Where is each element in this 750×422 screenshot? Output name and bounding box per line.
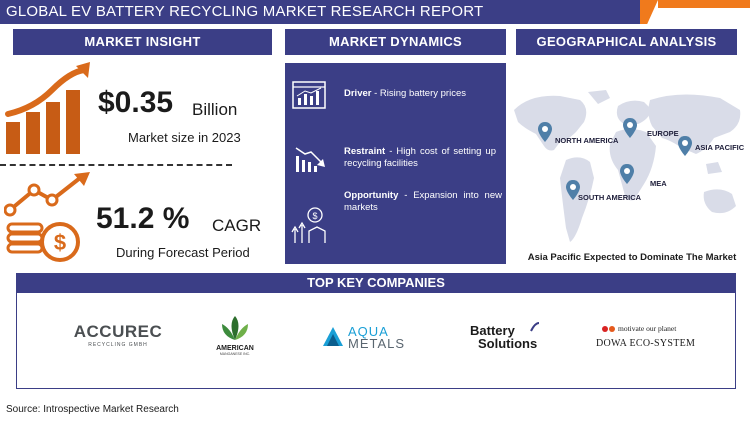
american-sub: MANGANESE INC. — [219, 352, 251, 356]
battery-swoosh-icon — [530, 322, 540, 332]
region-south-america: SOUTH AMERICA — [578, 193, 642, 202]
pin-icon-asia-pacific — [678, 136, 692, 156]
market-insight-header: MARKET INSIGHT — [13, 29, 272, 55]
logo-accurec: ACCUREC RECYCLING GMBH — [70, 322, 166, 348]
region-north-america: NORTH AMERICA — [555, 136, 619, 145]
american-leaf-icon — [222, 316, 248, 340]
region-europe: EUROPE — [647, 129, 679, 138]
dowa-tagline: motivate our planet — [618, 324, 677, 333]
opportunity-item: Opportunity - Expansion into new markets — [344, 190, 502, 214]
market-size-caption: Market size in 2023 — [128, 130, 241, 145]
aqua-metals-icon — [323, 327, 343, 346]
cagr-value: 51.2 % — [96, 202, 190, 235]
market-size-unit: Billion — [192, 100, 238, 119]
pin-icon-europe — [623, 118, 637, 138]
south-america-shape — [560, 157, 594, 242]
restraint-text: High cost of setting up recycling facili… — [344, 146, 496, 169]
restraint-label: Restraint — [344, 146, 386, 157]
driver-text: Rising battery prices — [379, 88, 466, 99]
restraint-item: Restraint - High cost of setting up recy… — [344, 146, 496, 170]
top-key-companies-header: TOP KEY COMPANIES — [16, 273, 736, 293]
region-asia-pacific: ASIA PACIFIC — [695, 143, 745, 152]
australia-shape — [703, 189, 736, 214]
money-growth-icon: $ — [4, 172, 90, 262]
svg-text:$: $ — [312, 211, 317, 221]
opportunity-icon: $ — [291, 207, 326, 243]
north-america-shape — [514, 95, 587, 151]
aqua-text: AQUA — [348, 324, 389, 339]
battery-text: Battery — [470, 323, 515, 338]
market-dynamics-header: MARKET DYNAMICS — [285, 29, 506, 55]
islands-shape — [706, 162, 722, 174]
driver-label: Driver — [344, 88, 372, 99]
dowa-dots-icon — [602, 326, 615, 332]
market-size-value: $0.35 — [98, 86, 174, 119]
american-name: AMERICAN — [216, 345, 254, 352]
divider — [0, 164, 232, 166]
pin-icon-north-america — [538, 122, 552, 142]
asia-shape — [648, 94, 741, 154]
growth-chart-icon — [5, 62, 90, 154]
driver-item: Driver - Rising battery prices — [344, 88, 504, 100]
title-accent — [640, 0, 658, 24]
dowa-name: DOWA ECO-SYSTEM — [596, 338, 696, 349]
opportunity-text: Expansion into new markets — [344, 190, 502, 213]
svg-text:$: $ — [54, 230, 66, 255]
region-mea: MEA — [650, 179, 667, 188]
europe-shape — [616, 100, 652, 124]
cagr-caption: During Forecast Period — [116, 245, 250, 260]
world-map — [514, 90, 741, 242]
geo-caption: Asia Pacific Expected to Dominate The Ma… — [527, 252, 737, 263]
greenland-shape — [588, 90, 610, 104]
africa-shape — [609, 129, 656, 201]
driver-chart-icon — [292, 81, 326, 109]
metals-text: METALS — [348, 336, 406, 351]
geographical-analysis-header: GEOGRAPHICAL ANALYSIS — [516, 29, 737, 55]
restraint-chart-icon — [295, 147, 325, 172]
page-title: GLOBAL EV BATTERY RECYCLING MARKET RESEA… — [0, 0, 640, 24]
title-bar: GLOBAL EV BATTERY RECYCLING MARKET RESEA… — [0, 0, 750, 24]
opportunity-sep: - — [398, 190, 414, 201]
cagr-unit: CAGR — [212, 216, 262, 235]
restraint-sep: - — [385, 146, 397, 157]
solutions-text: Solutions — [478, 336, 538, 351]
driver-sep: - — [371, 88, 380, 99]
accurec-sub: RECYCLING GMBH — [88, 342, 148, 348]
title-accent-stripe — [658, 0, 750, 8]
pin-icon-south-america — [566, 180, 580, 200]
logo-battery-solutions: Battery Solutions — [470, 322, 550, 351]
accurec-name: ACCUREC — [73, 322, 163, 341]
pin-icon-mea — [620, 164, 634, 184]
logo-american: AMERICAN MANGANESE INC. — [206, 314, 264, 356]
source-note: Source: Introspective Market Research — [6, 404, 179, 415]
opportunity-label: Opportunity — [344, 190, 399, 201]
